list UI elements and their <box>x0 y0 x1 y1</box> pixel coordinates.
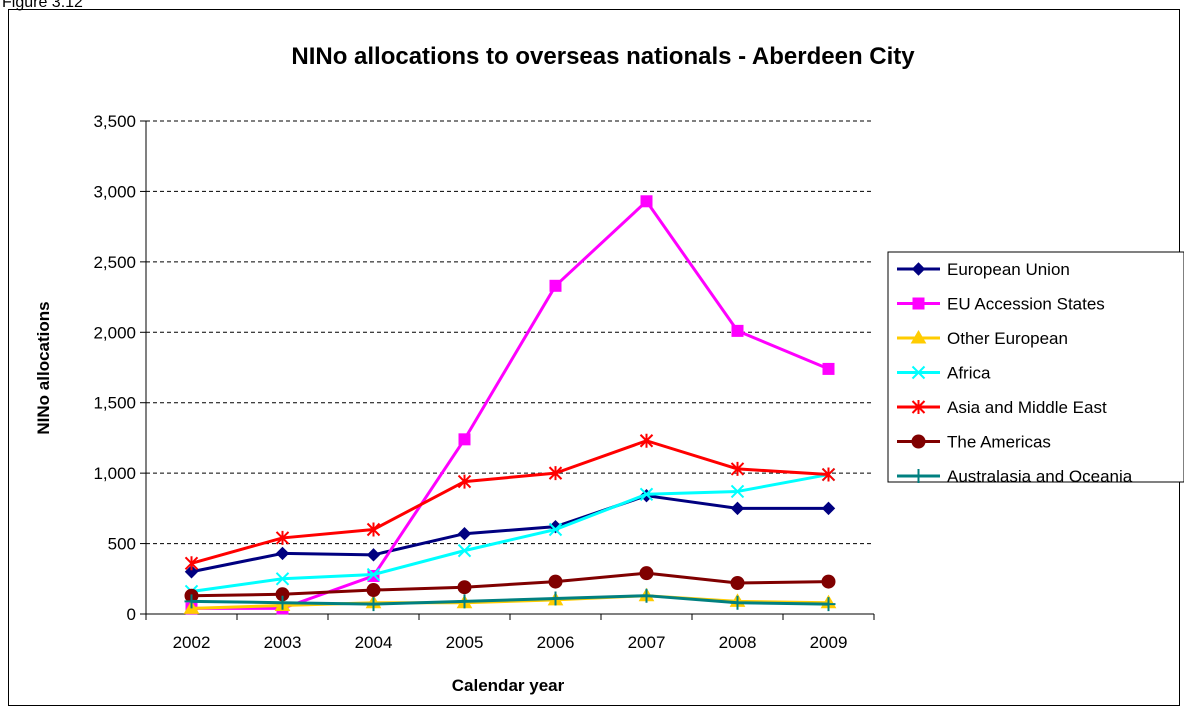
data-point <box>639 566 654 581</box>
data-point <box>458 433 471 446</box>
data-point <box>275 572 290 586</box>
legend-label: European Union <box>947 260 1070 279</box>
y-axis-title: NINo allocations <box>34 301 53 434</box>
legend-item: Other European <box>897 329 1068 348</box>
x-tick-label: 2007 <box>628 633 666 652</box>
legend-marker <box>910 330 927 344</box>
legend-item: The Americas <box>897 433 1051 452</box>
data-point <box>184 556 199 571</box>
data-point <box>821 574 836 589</box>
legend-marker <box>911 469 926 483</box>
data-point <box>730 595 745 610</box>
y-tick-label: 3,000 <box>93 182 136 201</box>
series-line <box>191 494 829 574</box>
data-point <box>730 576 745 591</box>
data-point <box>457 527 472 541</box>
x-tick-labels: 2002 2003 2004 2005 2006 2007 2008 2009 <box>173 633 848 652</box>
legend-marker <box>912 297 925 310</box>
axes <box>140 120 875 620</box>
data-point <box>821 467 836 482</box>
series-australasia-and-oceania <box>184 588 836 612</box>
series-line <box>191 594 829 606</box>
legend-item: European Union <box>897 260 1070 279</box>
data-point <box>639 588 654 603</box>
legend-label: The Americas <box>947 433 1051 452</box>
series-lines <box>183 195 837 615</box>
x-tick-label: 2004 <box>355 633 393 652</box>
y-tick-labels: 0 500 1,000 1,500 2,000 2,500 3,000 3,500 <box>93 112 136 624</box>
legend-label: Other European <box>947 329 1068 348</box>
legend-marker <box>911 400 926 414</box>
data-point <box>366 583 381 598</box>
data-point <box>548 591 563 606</box>
data-point <box>275 530 290 545</box>
legend-item: Australasia and Oceania <box>897 467 1133 486</box>
legend-marker <box>911 434 926 449</box>
data-point <box>457 543 472 558</box>
y-tick-label: 500 <box>108 535 136 554</box>
data-point <box>548 522 563 537</box>
data-point <box>822 362 835 375</box>
series-line <box>191 571 829 598</box>
data-point <box>457 580 472 595</box>
data-point <box>639 487 654 501</box>
x-tick-label: 2002 <box>173 633 211 652</box>
figure-label: Figure 3.12 <box>2 0 83 11</box>
data-point <box>548 574 563 589</box>
data-point <box>366 567 381 582</box>
data-point <box>366 522 381 537</box>
data-point <box>366 548 381 562</box>
series-asia-and-middle-east <box>184 433 836 571</box>
series-line <box>191 439 829 565</box>
data-point <box>275 595 290 610</box>
data-point <box>640 195 653 208</box>
legend-label: Australasia and Oceania <box>947 467 1133 486</box>
data-point <box>821 501 836 516</box>
x-axis-title: Calendar year <box>452 676 565 695</box>
chart-title: NINo allocations to overseas nationals -… <box>291 43 915 70</box>
legend-item: Asia and Middle East <box>897 398 1107 417</box>
data-point <box>184 565 199 579</box>
legend: European Union EU Accession States Other E… <box>887 251 1184 486</box>
legend-item: Africa <box>897 364 991 383</box>
legend-marker <box>911 365 926 380</box>
data-point <box>549 279 562 292</box>
series-the-americas <box>184 566 836 603</box>
data-point <box>184 594 199 609</box>
y-tick-label: 1,500 <box>93 394 136 413</box>
legend-marker <box>911 262 926 276</box>
data-point <box>730 484 745 499</box>
x-tick-label: 2006 <box>537 633 575 652</box>
x-tick-label: 2008 <box>719 633 757 652</box>
data-point <box>366 597 381 612</box>
legend-item: EU Accession States <box>897 295 1105 314</box>
legend-label: Africa <box>947 364 991 383</box>
x-tick-label: 2005 <box>446 633 484 652</box>
legend-label: Asia and Middle East <box>947 398 1107 417</box>
y-tick-label: 3,500 <box>93 112 136 131</box>
data-point <box>730 461 745 476</box>
y-tick-label: 2,000 <box>93 323 136 342</box>
y-tick-label: 1,000 <box>93 464 136 483</box>
y-tick-label: 2,500 <box>93 253 136 272</box>
y-tick-label: 0 <box>127 605 136 624</box>
data-point <box>731 324 744 337</box>
data-point <box>730 501 745 516</box>
legend-box <box>887 251 1184 483</box>
data-point <box>548 466 563 481</box>
x-tick-label: 2003 <box>264 633 302 652</box>
data-point <box>275 546 290 561</box>
data-point <box>457 474 472 489</box>
series-line <box>191 473 829 593</box>
legend-label: EU Accession States <box>947 295 1105 314</box>
data-point <box>639 433 654 448</box>
x-tick-label: 2009 <box>810 633 848 652</box>
gridlines <box>146 120 874 545</box>
data-point <box>821 597 836 612</box>
data-point <box>457 594 472 609</box>
